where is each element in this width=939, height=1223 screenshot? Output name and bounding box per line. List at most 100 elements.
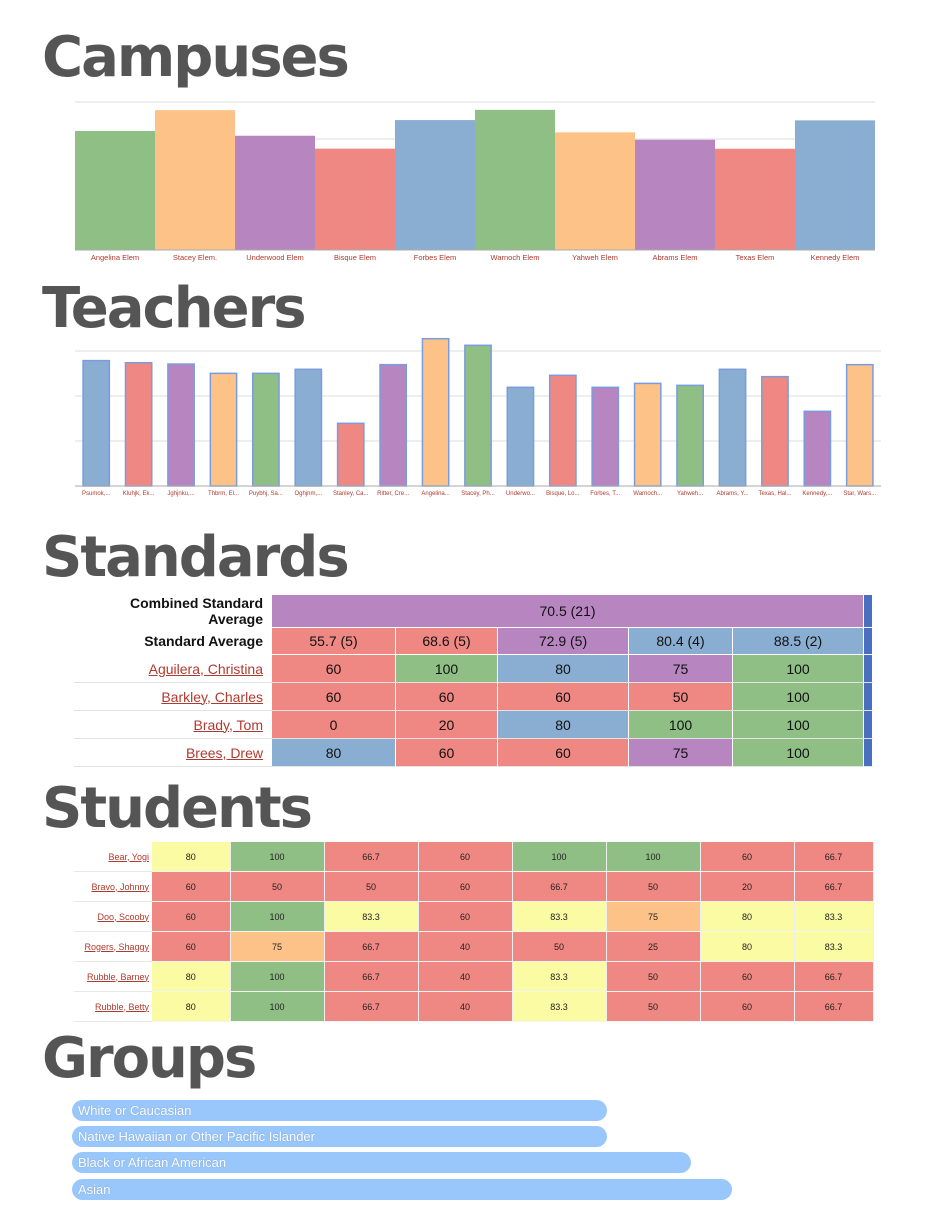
table-edge	[863, 654, 874, 683]
bar-1	[82, 359, 111, 487]
score-cell: 50	[606, 991, 701, 1022]
standard-average-cell[interactable]: 55.7 (5)	[271, 627, 396, 655]
combined-average-label: Combined Standard Average	[74, 594, 272, 628]
student-name-link[interactable]: Rubble, Betty	[94, 1001, 149, 1012]
score-cell: 83.3	[794, 931, 874, 962]
bar-1	[75, 131, 155, 250]
section-title-groups: Groups	[42, 1026, 257, 1091]
score-cell: 60	[271, 654, 396, 683]
score-cell: 60	[152, 901, 231, 932]
x-tick-label: Puybhj, Sa...	[249, 491, 283, 497]
standard-average-cell[interactable]: 72.9 (5)	[497, 627, 629, 655]
bar-10	[464, 344, 492, 487]
table-row: Bear, Yogi 80 100 66.7 60 100 100 60 66.7	[74, 842, 874, 872]
score-cell: 66.7	[324, 991, 419, 1022]
campuses-bar-chart: Angelina Elem Stacey Elem. Underwood Elem B…	[75, 101, 875, 262]
score-cell: 75	[606, 901, 701, 932]
x-tick-label: Psumok,...	[82, 491, 111, 497]
group-bar[interactable]: Black or African American	[72, 1152, 691, 1173]
score-cell: 80	[700, 931, 795, 962]
score-cell: 80	[271, 738, 396, 767]
standard-average-cell[interactable]: 88.5 (2)	[731, 627, 865, 655]
student-name-link[interactable]: Rogers, Shaggy	[84, 941, 149, 952]
bar-8	[635, 139, 715, 250]
bar-17	[761, 375, 789, 487]
bar-5	[251, 372, 280, 487]
student-name-cell: Brees, Drew	[74, 738, 272, 767]
student-name-cell: Rogers, Shaggy	[74, 931, 152, 962]
standard-average-cell[interactable]: 68.6 (5)	[395, 627, 498, 655]
x-tick-label: Yahweh...	[677, 491, 704, 497]
score-cell: 100	[628, 710, 733, 739]
student-name-link[interactable]: Bravo, Johnny	[91, 881, 149, 892]
score-cell: 60	[152, 871, 231, 902]
standard-average-label: Standard Average	[74, 627, 272, 655]
x-tick-label: Stanley, Ca...	[333, 491, 369, 497]
x-tick-label: Kennedy Elem	[811, 253, 860, 262]
x-tick-label: Texas, Hal...	[758, 491, 791, 497]
student-name-link[interactable]: Aguilera, Christina	[148, 660, 263, 677]
table-edge	[863, 710, 874, 739]
bar-6	[294, 368, 323, 487]
score-cell: 80	[700, 901, 795, 932]
score-cell: 66.7	[324, 961, 419, 992]
score-cell: 0	[271, 710, 396, 739]
score-cell: 80	[497, 710, 629, 739]
bar-4	[209, 372, 238, 487]
score-cell: 60	[152, 931, 231, 962]
score-cell: 100	[230, 961, 325, 992]
score-cell: 66.7	[324, 842, 419, 872]
student-name-link[interactable]: Barkley, Charles	[161, 688, 263, 705]
student-name-link[interactable]: Doo, Scooby	[97, 911, 149, 922]
student-name-link[interactable]: Brees, Drew	[185, 744, 263, 761]
x-tick-label: Jghjnku,...	[167, 491, 195, 497]
combined-average-value: 70.5 (21)	[270, 594, 865, 628]
standard-average-cell[interactable]: 80.4 (4)	[628, 627, 733, 655]
table-row: Bravo, Johnny 60 50 50 60 66.7 50 20 66.7	[74, 871, 874, 902]
bar-11	[506, 386, 535, 487]
score-cell: 66.7	[512, 871, 607, 902]
x-tick-label: Yahweh Elem	[572, 253, 618, 262]
group-bar[interactable]: Native Hawaiian or Other Pacific Islande…	[72, 1126, 607, 1147]
group-bar[interactable]: White or Caucasian	[72, 1100, 607, 1121]
bar-16	[718, 368, 747, 487]
score-cell: 60	[395, 682, 498, 711]
bar-2	[155, 110, 235, 250]
x-tick-label: Abrams Elem	[652, 253, 697, 262]
table-row: Brees, Drew 80 60 60 75 100	[74, 738, 874, 767]
score-cell: 100	[230, 842, 325, 872]
score-cell: 50	[606, 961, 701, 992]
score-cell: 50	[512, 931, 607, 962]
x-tick-label: Oghjnm,...	[294, 491, 322, 497]
section-title-teachers: Teachers	[42, 276, 307, 341]
x-tick-label: Thbrm, El...	[208, 491, 239, 497]
score-cell: 83.3	[512, 961, 607, 992]
score-cell: 20	[700, 871, 795, 902]
score-cell: 100	[731, 654, 865, 683]
student-name-cell: Brady, Tom	[74, 710, 272, 739]
student-name-link[interactable]: Rubble, Barney	[86, 971, 149, 982]
table-edge	[863, 738, 874, 767]
students-table: Bear, Yogi 80 100 66.7 60 100 100 60 66.7 Bravo, …	[74, 842, 874, 1022]
bar-9	[421, 337, 450, 487]
x-tick-label: Abrams, Y...	[716, 491, 748, 497]
section-title-campuses: Campuses	[42, 25, 350, 90]
score-cell: 66.7	[794, 871, 874, 902]
student-name-link[interactable]: Bear, Yogi	[108, 851, 149, 862]
bar-3	[235, 135, 315, 250]
score-cell: 20	[395, 710, 498, 739]
score-cell: 60	[271, 682, 396, 711]
score-cell: 60	[700, 991, 795, 1022]
student-name-cell: Bear, Yogi	[74, 842, 152, 872]
bar-10	[795, 120, 875, 251]
table-row: Rubble, Barney 80 100 66.7 40 83.3 50 60 66.7	[74, 961, 874, 992]
score-cell: 40	[418, 931, 513, 962]
group-bar[interactable]: Asian	[72, 1179, 732, 1200]
bar-2	[124, 361, 153, 487]
student-name-link[interactable]: Brady, Tom	[193, 716, 263, 733]
x-tick-label: Forbes, T...	[590, 491, 620, 497]
score-cell: 100	[606, 842, 701, 872]
score-cell: 80	[152, 961, 231, 992]
bar-8	[379, 363, 408, 487]
x-tick-label: Star, Wars...	[843, 491, 876, 497]
